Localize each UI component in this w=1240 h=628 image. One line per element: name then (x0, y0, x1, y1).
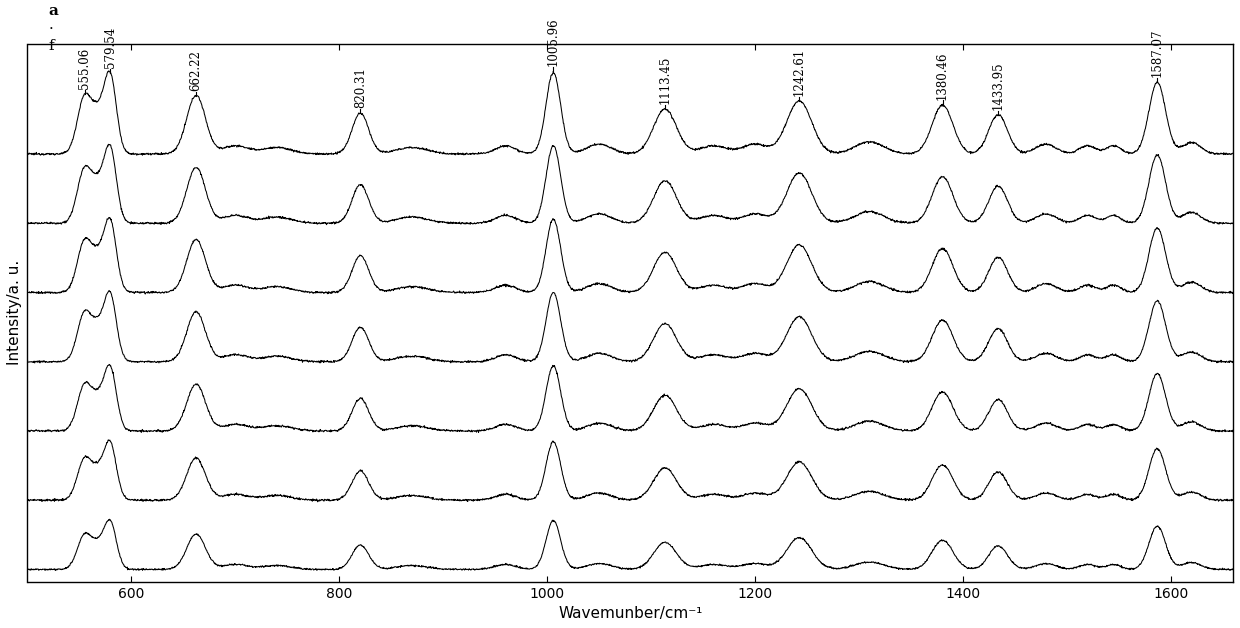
Text: 820.31: 820.31 (353, 67, 367, 108)
Text: 1113.45: 1113.45 (658, 56, 672, 104)
Text: 1242.61: 1242.61 (792, 48, 806, 96)
Text: 579.54: 579.54 (104, 27, 117, 68)
Text: 1380.46: 1380.46 (936, 51, 949, 100)
Text: ·: · (48, 21, 53, 36)
Text: 662.22: 662.22 (190, 50, 202, 91)
Text: 1433.95: 1433.95 (992, 61, 1004, 110)
Text: 555.06: 555.06 (78, 48, 92, 89)
Text: 1005.96: 1005.96 (547, 18, 559, 67)
X-axis label: Wavemunber/cm⁻¹: Wavemunber/cm⁻¹ (558, 606, 703, 621)
Y-axis label: Intensity/a. u.: Intensity/a. u. (7, 260, 22, 365)
Text: f: f (48, 40, 53, 53)
Text: a: a (48, 4, 58, 18)
Text: 1587.07: 1587.07 (1151, 28, 1164, 77)
